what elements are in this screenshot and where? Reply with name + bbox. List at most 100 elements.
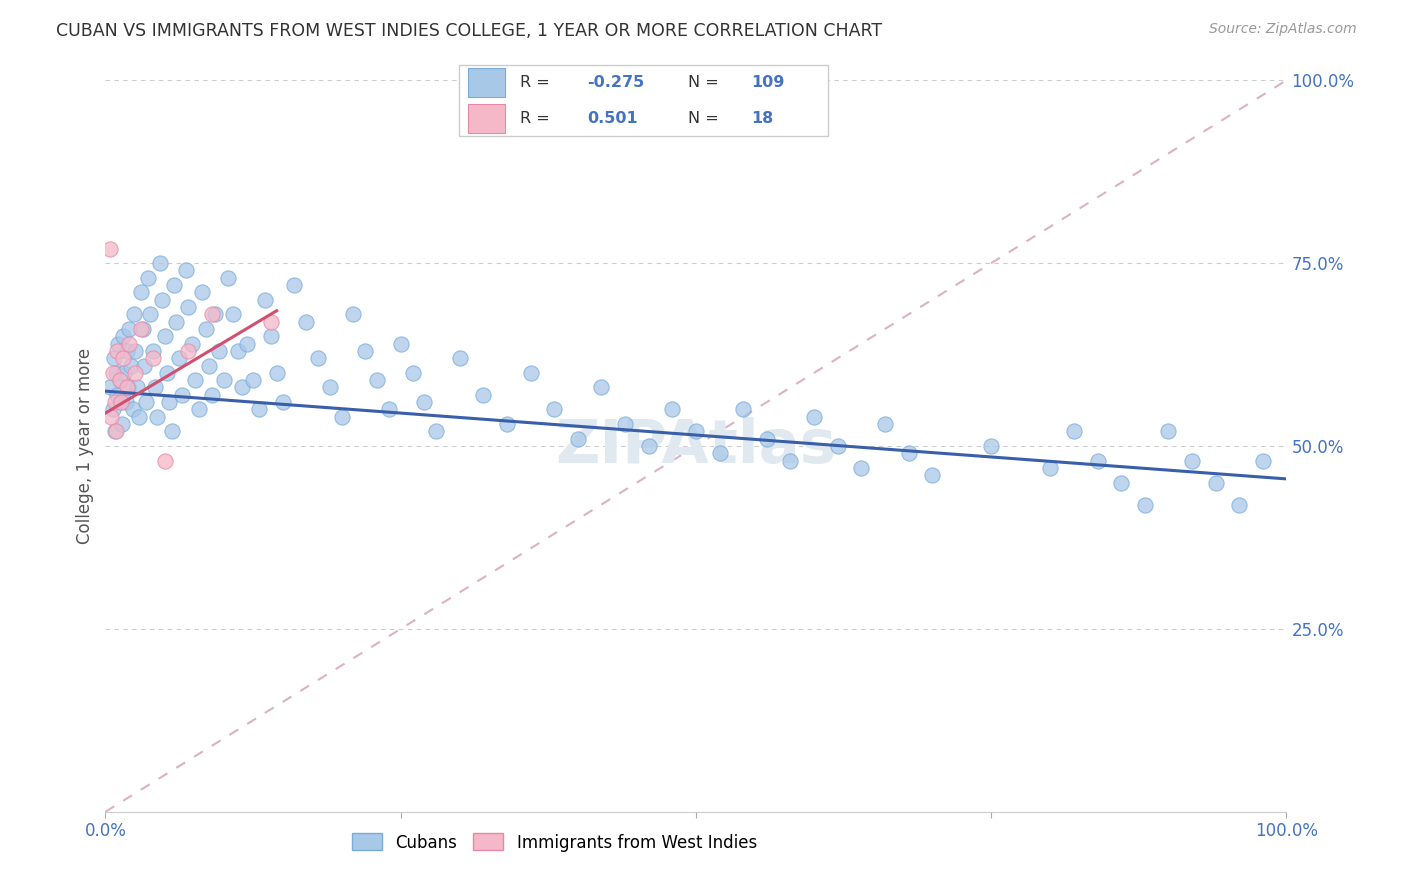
Point bbox=[153, 329, 176, 343]
Point bbox=[124, 366, 146, 380]
Point bbox=[204, 307, 226, 321]
Point bbox=[177, 343, 200, 358]
Point bbox=[661, 402, 683, 417]
Point bbox=[247, 402, 270, 417]
Point bbox=[165, 315, 187, 329]
Point bbox=[260, 315, 283, 329]
Point bbox=[567, 432, 589, 446]
Point bbox=[307, 351, 329, 366]
Text: N =: N = bbox=[688, 111, 718, 126]
Point bbox=[127, 380, 149, 394]
Point bbox=[115, 343, 138, 358]
Point bbox=[1181, 453, 1204, 467]
Point bbox=[114, 395, 136, 409]
Point bbox=[425, 425, 447, 439]
Point bbox=[779, 453, 801, 467]
Point bbox=[112, 366, 135, 380]
Point bbox=[163, 278, 186, 293]
Point bbox=[260, 329, 283, 343]
Point bbox=[755, 432, 778, 446]
Point bbox=[101, 366, 124, 380]
Point bbox=[283, 278, 305, 293]
Point bbox=[112, 329, 135, 343]
Point bbox=[449, 351, 471, 366]
Point bbox=[212, 373, 235, 387]
Point bbox=[136, 270, 159, 285]
Point bbox=[242, 373, 264, 387]
Point bbox=[1109, 475, 1132, 490]
Point bbox=[366, 373, 388, 387]
Point bbox=[121, 402, 143, 417]
Point bbox=[172, 388, 194, 402]
Point bbox=[685, 425, 707, 439]
Point bbox=[413, 395, 436, 409]
Point bbox=[709, 446, 731, 460]
Point bbox=[1063, 425, 1085, 439]
Point bbox=[1133, 498, 1156, 512]
Point bbox=[184, 373, 207, 387]
Point bbox=[105, 366, 128, 380]
Point bbox=[110, 395, 132, 409]
Point bbox=[226, 343, 249, 358]
Text: 109: 109 bbox=[751, 75, 785, 90]
FancyBboxPatch shape bbox=[458, 65, 828, 136]
Point bbox=[191, 285, 214, 300]
Point bbox=[124, 343, 146, 358]
Point bbox=[342, 307, 364, 321]
Point bbox=[208, 343, 231, 358]
Point bbox=[177, 300, 200, 314]
Point bbox=[389, 336, 412, 351]
FancyBboxPatch shape bbox=[468, 104, 505, 133]
Point bbox=[295, 315, 318, 329]
Point bbox=[1157, 425, 1180, 439]
Point bbox=[519, 366, 541, 380]
Point bbox=[156, 366, 179, 380]
Point bbox=[160, 425, 183, 439]
Point bbox=[827, 439, 849, 453]
Point bbox=[319, 380, 342, 394]
Point bbox=[115, 380, 138, 394]
Point bbox=[1087, 453, 1109, 467]
Point bbox=[112, 351, 135, 366]
Point bbox=[111, 417, 134, 431]
Point bbox=[921, 468, 943, 483]
Point bbox=[236, 336, 259, 351]
Point bbox=[104, 425, 127, 439]
Point bbox=[330, 409, 353, 424]
Point bbox=[142, 343, 165, 358]
Point bbox=[120, 359, 142, 373]
Point bbox=[149, 256, 172, 270]
Point bbox=[201, 307, 224, 321]
Point bbox=[733, 402, 755, 417]
Point bbox=[897, 446, 920, 460]
Point bbox=[101, 402, 124, 417]
Point bbox=[496, 417, 519, 431]
Point bbox=[354, 343, 377, 358]
Point bbox=[271, 395, 294, 409]
Point bbox=[129, 322, 152, 336]
Point bbox=[118, 322, 141, 336]
Point bbox=[401, 366, 423, 380]
Point bbox=[472, 388, 495, 402]
Point bbox=[851, 461, 873, 475]
Y-axis label: College, 1 year or more: College, 1 year or more bbox=[76, 348, 94, 544]
Point bbox=[217, 270, 239, 285]
Text: -0.275: -0.275 bbox=[588, 75, 644, 90]
Point bbox=[105, 425, 128, 439]
Point bbox=[132, 322, 155, 336]
Point bbox=[128, 409, 150, 424]
Point bbox=[180, 336, 202, 351]
Text: N =: N = bbox=[688, 75, 718, 90]
FancyBboxPatch shape bbox=[468, 68, 505, 96]
Legend: Cubans, Immigrants from West Indies: Cubans, Immigrants from West Indies bbox=[344, 827, 763, 858]
Point bbox=[167, 351, 190, 366]
Point bbox=[105, 388, 128, 402]
Point bbox=[129, 285, 152, 300]
Point bbox=[108, 373, 131, 387]
Text: CUBAN VS IMMIGRANTS FROM WEST INDIES COLLEGE, 1 YEAR OR MORE CORRELATION CHART: CUBAN VS IMMIGRANTS FROM WEST INDIES COL… bbox=[56, 22, 883, 40]
Point bbox=[803, 409, 825, 424]
Point bbox=[153, 453, 176, 467]
Text: 18: 18 bbox=[751, 111, 773, 126]
Point bbox=[98, 380, 121, 394]
Point bbox=[201, 388, 224, 402]
